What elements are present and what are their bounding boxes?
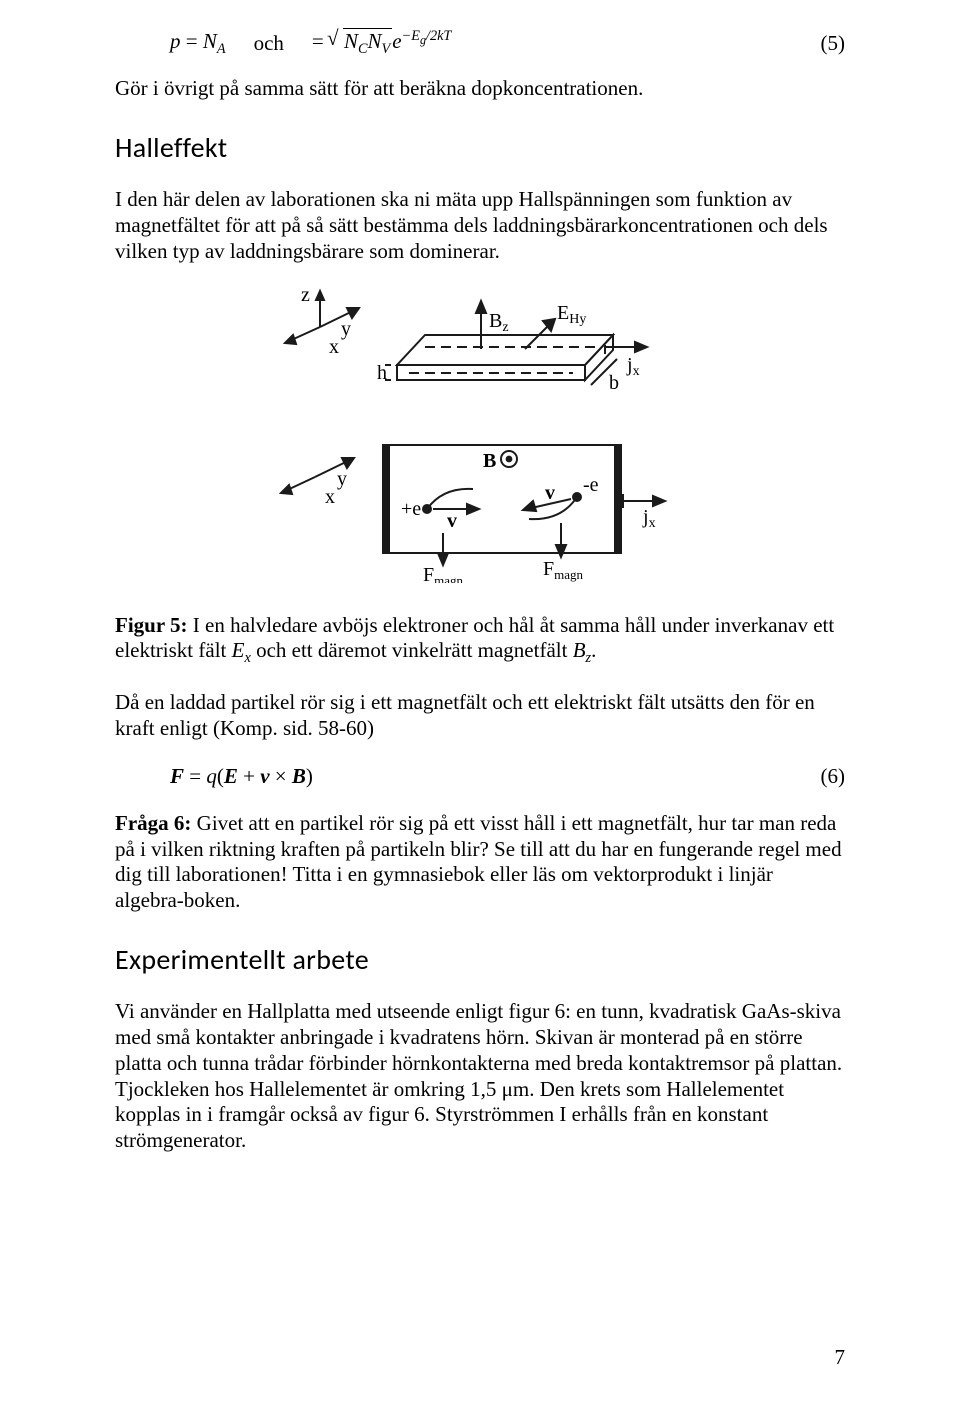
svg-text:jx: jx: [626, 354, 640, 379]
svg-text:y: y: [341, 318, 351, 340]
paragraph-experiment: Vi använder en Hallplatta med utseende e…: [115, 999, 845, 1154]
paragraph-intro: Gör i övrigt på samma sätt för att beräk…: [115, 76, 845, 102]
svg-text:jx: jx: [642, 506, 656, 531]
eq5-rhs: = NCNVe−Eg/2kT: [312, 28, 451, 58]
equation-6-body: F = q(E + v × B): [115, 764, 313, 789]
svg-text:x: x: [329, 336, 339, 358]
eq5-number: (5): [821, 31, 846, 56]
svg-text:Bz: Bz: [489, 310, 509, 335]
svg-text:EHy: EHy: [557, 302, 586, 327]
question-6: Fråga 6: Givet att en partikel rör sig p…: [115, 811, 845, 914]
svg-text:v: v: [545, 482, 555, 504]
question-6-label: Fråga 6:: [115, 811, 191, 835]
figure-5-label: Figur 5:: [115, 613, 188, 637]
svg-text:y: y: [337, 468, 347, 490]
svg-text:v: v: [447, 510, 457, 532]
paragraph-lorentz: Då en laddad partikel rör sig i ett magn…: [115, 690, 845, 742]
equation-5-row: p = NA och = NCNVe−Eg/2kT (5): [115, 28, 845, 58]
eq6-number: (6): [821, 764, 846, 789]
svg-text:b: b: [609, 372, 619, 394]
question-6-text: Givet att en partikel rör sig på ett vis…: [115, 811, 842, 912]
equation-5-body: p = NA och = NCNVe−Eg/2kT: [115, 28, 451, 58]
svg-text:x: x: [325, 486, 335, 508]
page-number: 7: [835, 1345, 846, 1370]
svg-text:Fmagn: Fmagn: [543, 558, 584, 582]
svg-text:+e: +e: [401, 498, 421, 520]
eq6-body: F = q(E + v × B): [170, 764, 313, 789]
figure-5-caption: Figur 5: I en halvledare avböjs elektron…: [115, 613, 845, 669]
eq5-och: och: [254, 31, 284, 56]
heading-experiment: Experimentellt arbete: [115, 942, 845, 977]
paragraph-hall-desc: I den här delen av laborationen ska ni m…: [115, 187, 845, 264]
figure-5: z y x Bz EHy jx: [115, 287, 845, 583]
svg-text:B: B: [483, 450, 496, 472]
heading-halleffekt: Halleffekt: [115, 130, 845, 165]
eq5-lhs: p = NA: [170, 29, 226, 58]
equation-6-row: F = q(E + v × B) (6): [115, 764, 845, 789]
svg-text:z: z: [301, 287, 310, 306]
hall-diagram-icon: z y x Bz EHy jx: [265, 287, 695, 583]
svg-text:-e: -e: [583, 474, 599, 496]
figure-5-text: I en halvledare avböjs elektroner och hå…: [115, 613, 834, 663]
